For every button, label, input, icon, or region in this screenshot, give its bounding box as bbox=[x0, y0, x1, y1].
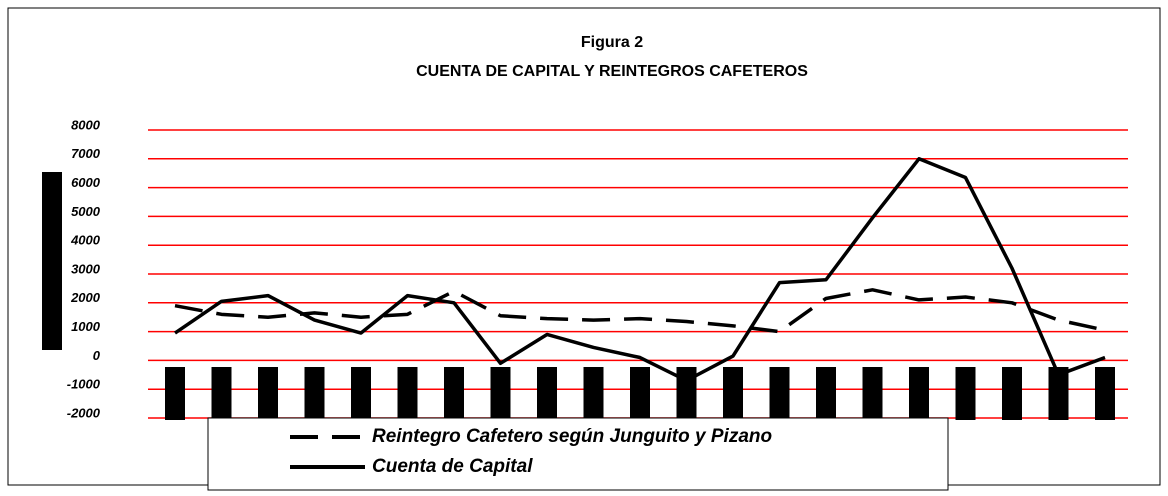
legend-label: Cuenta de Capital bbox=[372, 456, 533, 477]
x-label-block bbox=[816, 367, 836, 420]
chart-title: Figura 2 bbox=[581, 34, 643, 51]
y-tick-label: 8000 bbox=[71, 117, 101, 132]
x-label-block bbox=[211, 367, 232, 420]
x-label-block bbox=[258, 367, 278, 420]
x-label-block bbox=[351, 367, 371, 420]
y-tick-label: 4000 bbox=[70, 233, 101, 248]
x-label-block bbox=[769, 367, 790, 420]
x-label-block bbox=[723, 367, 743, 420]
x-label-block bbox=[630, 367, 650, 420]
legend-label: Reintegro Cafetero según Junguito y Piza… bbox=[372, 426, 772, 447]
x-label-block bbox=[444, 367, 464, 420]
y-tick-label: 3000 bbox=[71, 261, 101, 276]
y-tick-label: -1000 bbox=[67, 377, 101, 392]
y-tick-label: -2000 bbox=[67, 405, 101, 420]
x-label-block bbox=[1095, 367, 1115, 420]
x-label-block bbox=[862, 367, 883, 420]
x-label-block bbox=[676, 367, 697, 420]
x-label-block bbox=[397, 367, 418, 420]
y-tick-label: 7000 bbox=[71, 146, 101, 161]
series-line bbox=[174, 288, 1106, 334]
series-line bbox=[174, 157, 1106, 383]
y-tick-label: 0 bbox=[93, 348, 101, 363]
y-tick-label: 1000 bbox=[71, 319, 101, 334]
x-label-block bbox=[490, 367, 511, 420]
x-label-block bbox=[165, 367, 185, 420]
x-label-block bbox=[1048, 367, 1069, 420]
x-label-block bbox=[955, 367, 976, 420]
y-tick-label: 2000 bbox=[70, 290, 101, 305]
chart-subtitle: CUENTA DE CAPITAL Y REINTEGROS CAFETEROS bbox=[416, 63, 808, 80]
x-label-block bbox=[537, 367, 557, 420]
y-tick-label: 6000 bbox=[71, 175, 101, 190]
x-label-block bbox=[583, 367, 604, 420]
x-label-block bbox=[304, 367, 325, 420]
x-label-block bbox=[1002, 367, 1022, 420]
axis-label-block bbox=[42, 172, 62, 350]
y-tick-label: 5000 bbox=[71, 204, 101, 219]
x-label-block bbox=[909, 367, 929, 420]
legend-box bbox=[207, 417, 949, 491]
